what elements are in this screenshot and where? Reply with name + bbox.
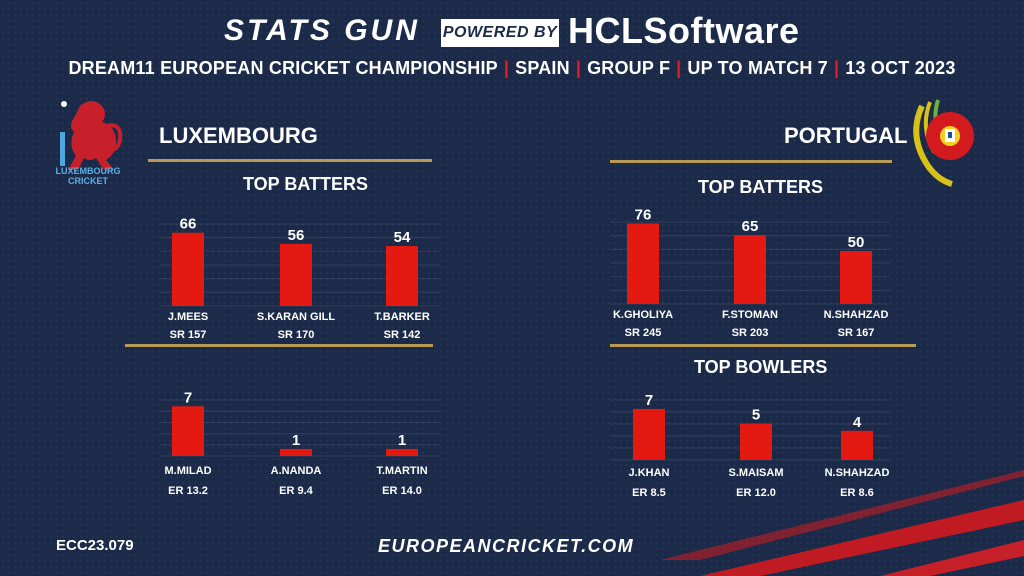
- bar-value-label: 50: [848, 234, 865, 251]
- player-name-label: N.SHAHZAD: [825, 467, 890, 479]
- player-name-label: N.SHAHZAD: [824, 309, 889, 321]
- bar-t-martin: [386, 448, 418, 456]
- website-url: EUROPEANCRICKET.COM: [378, 536, 635, 556]
- player-name-label: K.GHOLIYA: [613, 309, 673, 321]
- bar-value-label: 7: [645, 392, 653, 409]
- section-title-lux-batters: TOP BATTERS: [243, 174, 369, 194]
- brand-hcl-software: HCLSoftware: [568, 10, 800, 51]
- player-rate-label: ER 8.6: [840, 487, 874, 499]
- subtitle-country: SPAIN: [515, 58, 570, 78]
- player-rate-label: SR 157: [170, 329, 207, 341]
- player-rate-label: SR 167: [838, 327, 875, 339]
- player-name-label: T.BARKER: [374, 311, 430, 323]
- section-title-por-bowlers: TOP BOWLERS: [694, 357, 828, 377]
- bar-value-label: 7: [184, 389, 192, 406]
- bar-j-khan: [633, 408, 665, 460]
- bar-value-label: 1: [398, 432, 406, 449]
- bar-a-nanda: [280, 448, 312, 456]
- bar-value-label: 76: [635, 206, 652, 223]
- subtitle-group: GROUP F: [587, 58, 671, 78]
- player-name-label: S.KARAN GILL: [257, 311, 336, 323]
- team-name-portugal: PORTUGAL: [784, 123, 908, 148]
- player-rate-label: SR 170: [278, 329, 315, 341]
- player-name-label: J.MEES: [168, 311, 208, 323]
- graphic-code: ECC23.079: [56, 537, 134, 554]
- bar-value-label: 4: [853, 414, 862, 431]
- luxembourg-logo-text: LUXEMBOURG CRICKET: [55, 166, 121, 186]
- bar-n-shahzad: [840, 251, 872, 304]
- powered-by-badge: POWERED BY: [441, 19, 559, 47]
- player-name-label: F.STOMAN: [722, 309, 778, 321]
- chart-portugal-bowlers: 7 J.KHAN ER 8.5 5 S.MAISAM ER 12.0 4 N.SHAHZAD E…: [610, 392, 890, 499]
- divider-portugal-mid: [610, 344, 916, 347]
- divider-luxembourg-mid: [125, 344, 433, 347]
- bar-value-label: 66: [180, 216, 197, 233]
- player-rate-label: ER 9.4: [279, 485, 314, 497]
- bar-value-label: 54: [394, 229, 411, 246]
- chart-portugal-batters: 76 K.GHOLIYA SR 245 65 F.STOMAN SR 203 50 N.SHA…: [610, 206, 890, 339]
- team-name-luxembourg: LUXEMBOURG: [159, 123, 318, 148]
- bar-k-gholiya: [627, 223, 659, 304]
- bar-m-milad: [172, 406, 204, 456]
- bar-s-maisam: [740, 423, 772, 460]
- subtitle-match: UP TO MATCH 7: [687, 58, 829, 78]
- portugal-cricket-logo: [904, 98, 980, 190]
- bar-value-label: 5: [752, 407, 760, 424]
- chart-luxembourg-batters: 66 J.MEES SR 157 56 S.KARAN GILL SR 170 54 T.BA…: [160, 216, 440, 341]
- subtitle-date: 13 OCT 2023: [845, 58, 956, 78]
- bar-value-label: 56: [288, 227, 305, 244]
- player-rate-label: SR 142: [384, 329, 421, 341]
- player-name-label: J.KHAN: [629, 467, 670, 479]
- subtitle-event: DREAM11 EUROPEAN CRICKET CHAMPIONSHIP: [68, 58, 498, 78]
- player-rate-label: ER 12.0: [736, 487, 776, 499]
- player-rate-label: ER 14.0: [382, 485, 422, 497]
- player-rate-label: SR 203: [732, 327, 769, 339]
- chart-luxembourg-bowlers: 7 M.MILAD ER 13.2 1 A.NANDA ER 9.4 1 T.MARTIN ER…: [160, 389, 440, 497]
- bar-value-label: 1: [292, 432, 300, 449]
- player-name-label: M.MILAD: [164, 465, 211, 477]
- player-rate-label: ER 8.5: [632, 487, 666, 499]
- brand-stats-gun: STATS GUN: [224, 14, 420, 47]
- player-name-label: T.MARTIN: [376, 465, 427, 477]
- event-subtitle: DREAM11 EUROPEAN CRICKET CHAMPIONSHIP | SP…: [68, 58, 956, 78]
- bar-j-mees: [172, 232, 204, 306]
- bar-n-shahzad: [841, 430, 873, 460]
- bar-value-label: 65: [742, 218, 759, 235]
- divider-portugal-top: [610, 160, 892, 163]
- player-rate-label: SR 245: [625, 327, 662, 339]
- bar-s-karan-gill: [280, 243, 312, 306]
- luxembourg-cricket-logo: LUXEMBOURG CRICKET: [46, 92, 130, 192]
- player-name-label: S.MAISAM: [729, 467, 784, 479]
- section-title-por-batters: TOP BATTERS: [698, 177, 824, 197]
- player-name-label: A.NANDA: [271, 465, 322, 477]
- bar-f-stoman: [734, 235, 766, 304]
- player-rate-label: ER 13.2: [168, 485, 208, 497]
- bar-t-barker: [386, 246, 418, 306]
- divider-luxembourg-top: [148, 159, 432, 162]
